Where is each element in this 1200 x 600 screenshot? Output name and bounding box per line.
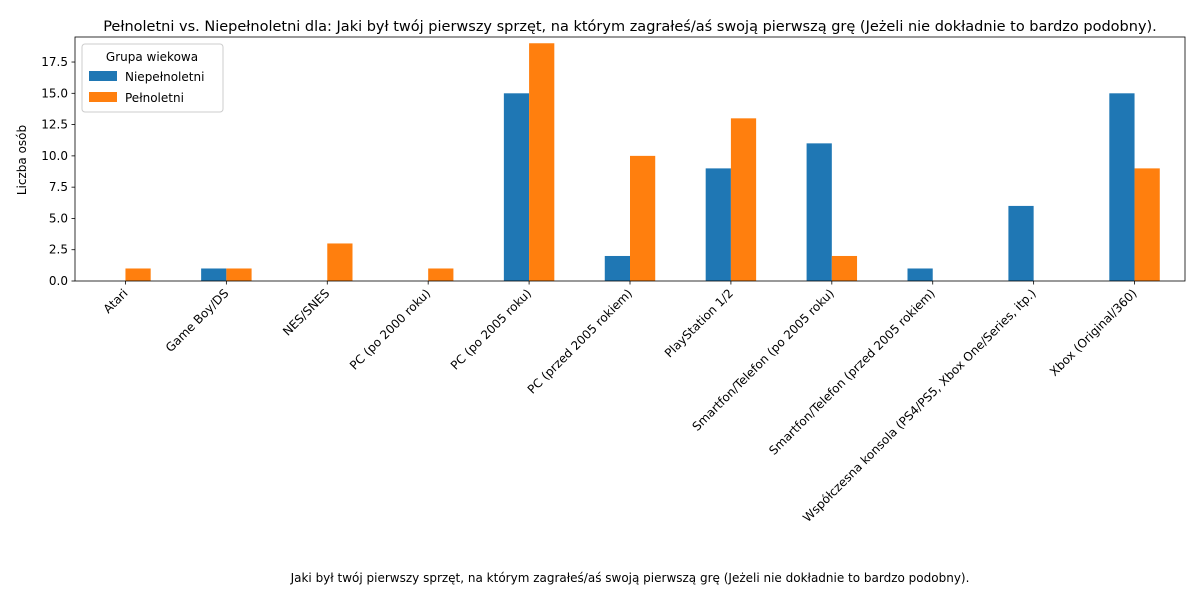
legend: Grupa wiekowa Niepełnoletni Pełnoletni — [81, 43, 224, 113]
chart-title: Pełnoletni vs. Niepełnoletni dla: Jaki b… — [103, 19, 1157, 35]
y-tick-label: 0.0 — [49, 274, 68, 288]
bar-niepelnoletni-7 — [806, 143, 832, 281]
bar-niepelnoletni-6 — [705, 168, 731, 281]
y-tick-label: 2.5 — [49, 243, 68, 257]
x-tick-label: PC (przed 2005 rokiem) — [525, 286, 635, 396]
x-axis-label: Jaki był twój pierwszy sprzęt, na którym… — [290, 571, 970, 585]
legend-title: Grupa wiekowa — [106, 50, 198, 64]
y-tick-label: 7.5 — [49, 180, 68, 194]
bar-niepelnoletni-9 — [1008, 205, 1034, 281]
x-tick-label: PC (po 2000 roku) — [347, 286, 433, 372]
x-tick-label: Smartfon/Telefon (przed 2005 rokiem) — [766, 286, 938, 458]
y-tick-label: 15.0 — [41, 86, 68, 100]
bar-pelnoletni-2 — [327, 243, 353, 281]
y-axis-ticks: 0.0 2.5 5.0 7.5 10.0 12.5 15.0 17.5 — [41, 55, 75, 288]
bar-niepelnoletni-4 — [503, 93, 530, 281]
legend-label-pelnoletni: Pełnoletni — [125, 91, 184, 105]
bar-niepelnoletni-10 — [1109, 93, 1135, 281]
legend-swatch-niepelnoletni — [89, 71, 117, 81]
x-tick-label: Xbox (Original/360) — [1047, 286, 1140, 379]
x-tick-label: Atari — [101, 286, 131, 316]
y-tick-label: 10.0 — [41, 149, 68, 163]
x-tick-label: Współczesna konsola (PS4/PS5, Xbox One/S… — [800, 286, 1039, 525]
x-tick-label: NES/SNES — [280, 286, 332, 338]
bar-niepelnoletni-5 — [604, 255, 630, 281]
x-axis-ticks: Atari Game Boy/DS NES/SNES PC (po 2000 roku… — [101, 281, 1140, 525]
x-tick-label: PlayStation 1/2 — [662, 286, 736, 360]
bars-layer — [125, 43, 1160, 281]
y-tick-label: 5.0 — [49, 211, 68, 225]
bar-pelnoletni-7 — [831, 255, 858, 281]
bar-niepelnoletni-1 — [201, 268, 227, 281]
legend-label-niepelnoletni: Niepełnoletni — [125, 70, 204, 84]
y-axis-label: Liczba osób — [15, 125, 29, 195]
x-tick-label: PC (po 2005 roku) — [448, 286, 534, 372]
bar-pelnoletni-4 — [529, 43, 555, 281]
legend-box — [81, 43, 224, 113]
y-tick-label: 17.5 — [41, 55, 68, 69]
plot-frame — [74, 36, 1186, 282]
bar-pelnoletni-10 — [1134, 168, 1160, 281]
bar-pelnoletni-3 — [428, 268, 454, 281]
x-tick-label: Game Boy/DS — [163, 286, 232, 355]
bar-pelnoletni-0 — [125, 268, 151, 281]
y-tick-label: 12.5 — [41, 118, 68, 132]
bar-pelnoletni-6 — [730, 118, 757, 281]
bar-niepelnoletni-8 — [907, 268, 933, 281]
bar-pelnoletni-1 — [226, 268, 252, 281]
bar-pelnoletni-5 — [630, 155, 656, 281]
legend-swatch-pelnoletni — [89, 92, 117, 102]
